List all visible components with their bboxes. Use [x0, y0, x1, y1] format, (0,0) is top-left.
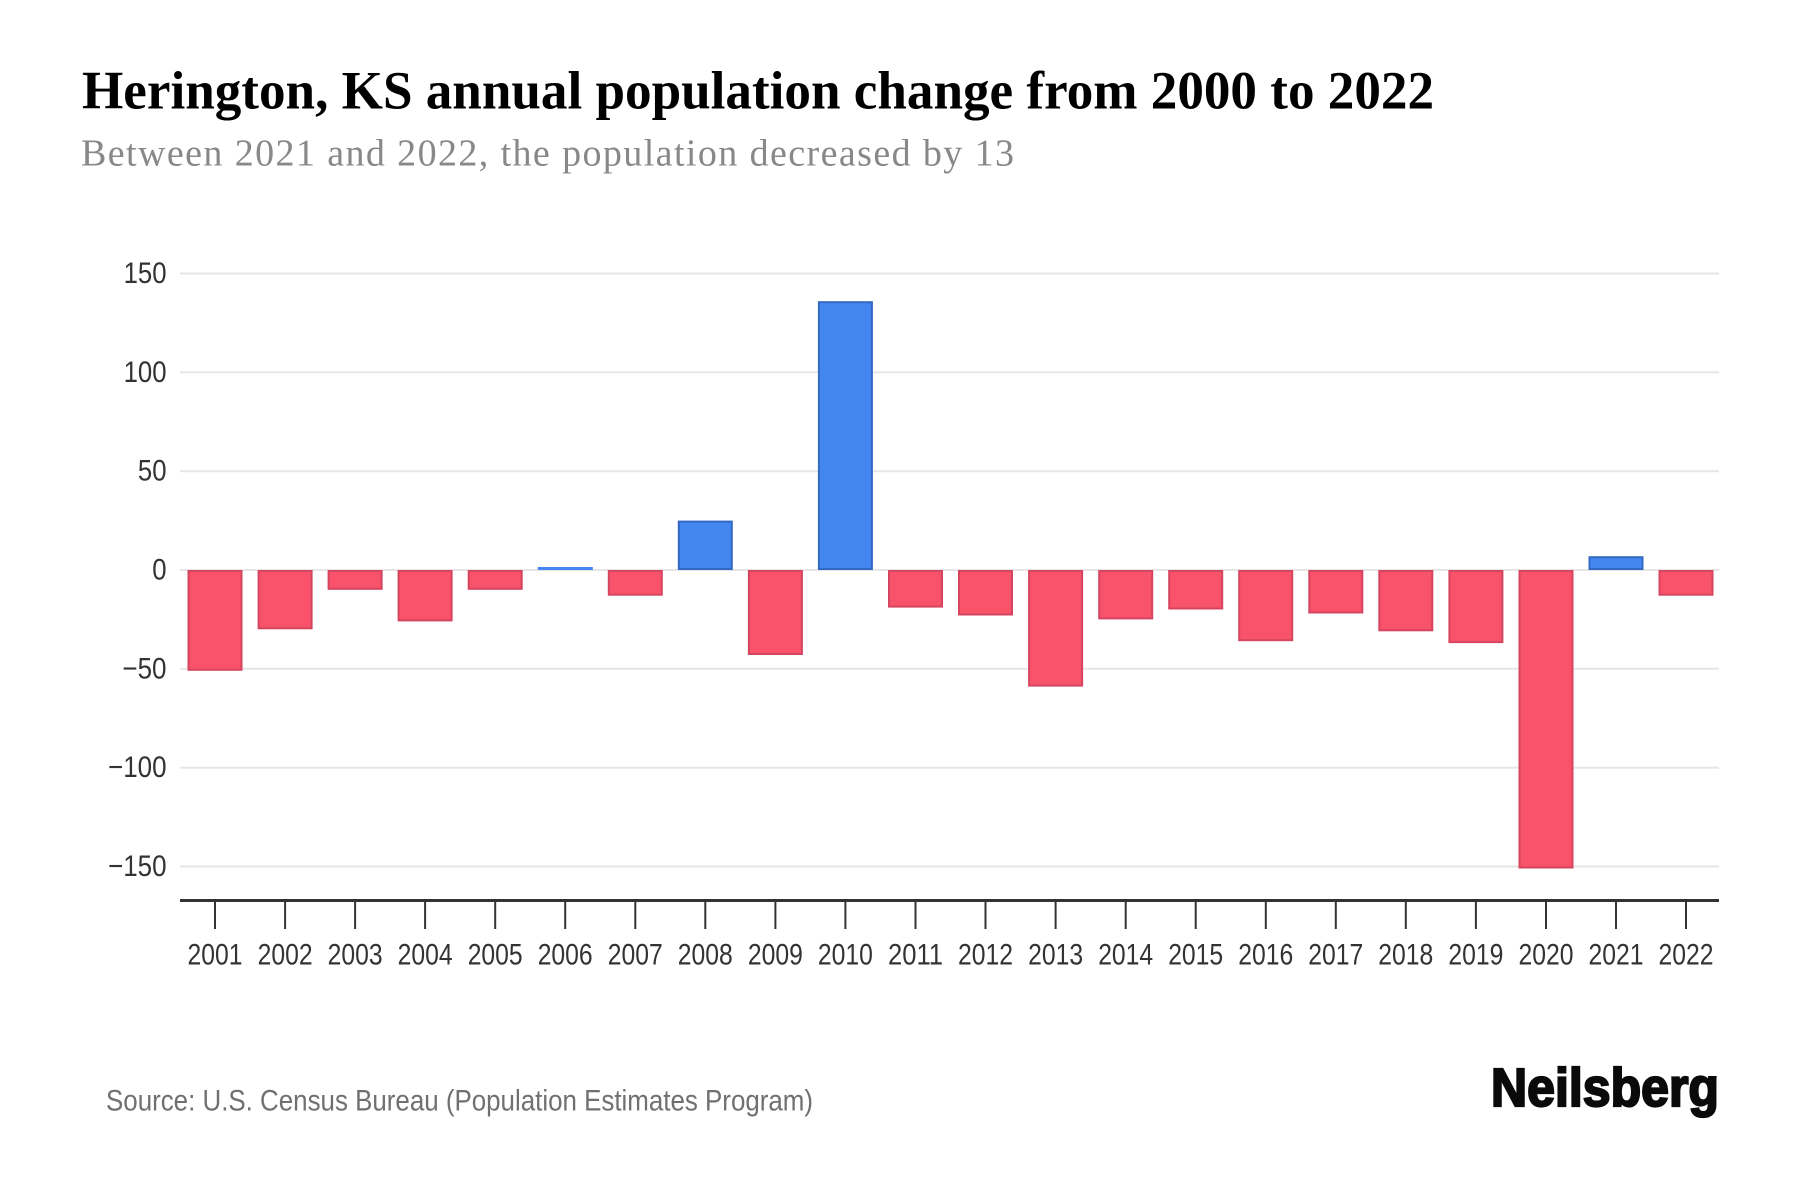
svg-text:2016: 2016 — [1238, 939, 1293, 972]
svg-text:−100: −100 — [108, 751, 166, 784]
svg-text:2008: 2008 — [678, 939, 733, 972]
svg-text:2018: 2018 — [1378, 939, 1433, 972]
svg-text:2007: 2007 — [608, 939, 663, 972]
svg-text:150: 150 — [124, 257, 167, 290]
svg-text:Source: U.S. Census Bureau (Po: Source: U.S. Census Bureau (Population E… — [106, 1085, 813, 1118]
svg-text:2022: 2022 — [1659, 939, 1714, 972]
svg-text:2014: 2014 — [1098, 939, 1153, 972]
svg-text:2012: 2012 — [958, 939, 1013, 972]
svg-text:−150: −150 — [108, 850, 166, 883]
svg-text:2006: 2006 — [538, 939, 593, 972]
svg-text:−50: −50 — [122, 652, 166, 685]
svg-text:2001: 2001 — [188, 939, 243, 972]
svg-text:2005: 2005 — [468, 939, 523, 972]
svg-text:2004: 2004 — [398, 939, 453, 972]
svg-text:2020: 2020 — [1519, 939, 1574, 972]
svg-text:2002: 2002 — [258, 939, 313, 972]
svg-text:Neilsberg: Neilsberg — [1491, 1058, 1719, 1118]
svg-text:2003: 2003 — [328, 939, 383, 972]
svg-text:Between 2021 and 2022, the pop: Between 2021 and 2022, the population de… — [81, 133, 1014, 175]
svg-text:2019: 2019 — [1448, 939, 1503, 972]
svg-text:2011: 2011 — [888, 939, 943, 972]
svg-text:2013: 2013 — [1028, 939, 1083, 972]
svg-text:Herington, KS annual populatio: Herington, KS annual population change f… — [82, 60, 1434, 120]
svg-text:2010: 2010 — [818, 939, 873, 972]
svg-text:2021: 2021 — [1589, 939, 1644, 972]
svg-text:2017: 2017 — [1308, 939, 1363, 972]
svg-text:100: 100 — [124, 356, 167, 389]
svg-text:50: 50 — [138, 455, 167, 488]
svg-text:2009: 2009 — [748, 939, 803, 972]
svg-text:0: 0 — [152, 554, 166, 587]
svg-text:2015: 2015 — [1168, 939, 1223, 972]
